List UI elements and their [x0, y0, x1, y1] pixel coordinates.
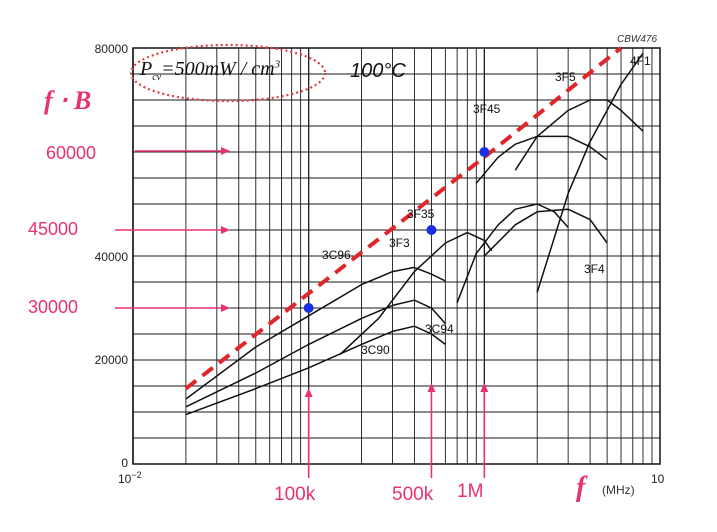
condition-temperature: 100°C — [350, 60, 406, 82]
series-curve-3f45 — [475, 135, 608, 184]
series-curve-3f35 — [456, 203, 569, 304]
series-label-3f35: 3F35 — [407, 207, 435, 221]
data-marker — [303, 303, 314, 313]
y-tick-label: 40000 — [94, 250, 128, 264]
arrow-head-y — [221, 304, 230, 312]
series-curve-4f1 — [536, 52, 644, 293]
x-axis-title: f — [576, 472, 586, 503]
plot-frame — [132, 47, 661, 465]
series-curve-3f4 — [483, 208, 608, 257]
envelope-line — [184, 46, 623, 391]
annotation-x-1m: 1M — [457, 481, 484, 502]
data-marker — [426, 225, 437, 235]
annotation-x-500k: 500k — [392, 484, 434, 505]
condition-prefix: P — [140, 58, 153, 80]
series-curve-3c96 — [185, 266, 446, 400]
arrow-head-x — [427, 383, 436, 392]
condition-equation: =500mW / cm — [161, 58, 275, 80]
series-curve-3f5 — [514, 99, 644, 171]
series-curve-3c90 — [185, 325, 446, 416]
condition-exponent: 3 — [274, 58, 281, 71]
y-tick-label: 80000 — [94, 42, 128, 56]
series-label-3f5: 3F5 — [555, 70, 576, 84]
y-tick-label: 20000 — [94, 353, 128, 367]
series-label-4f1: 4F1 — [630, 54, 651, 68]
envelope-dashed-line — [184, 46, 623, 391]
annotation-y-30000: 30000 — [28, 297, 79, 317]
arrow-head-x — [480, 383, 489, 392]
y-tick-label: 0 — [121, 456, 128, 470]
condition-subscript: cv — [152, 72, 162, 83]
x-tick-label-min: 10−2 — [118, 470, 142, 486]
series-curve-3f3 — [339, 231, 493, 356]
series-label-3f4: 3F4 — [584, 262, 605, 276]
series-curve-3c94 — [185, 299, 446, 408]
y-axis-title: f ⋅ B — [44, 86, 92, 115]
series-label-3c94: 3C94 — [425, 322, 454, 336]
x-tick-min-exp: −2 — [131, 470, 142, 480]
condition-ellipse — [129, 43, 327, 103]
data-marker — [479, 147, 490, 157]
arrow-head-y — [221, 226, 230, 234]
condition-formula: Pcv=500mW / cm3 — [140, 58, 280, 83]
grid — [132, 47, 661, 465]
x-tick-min-base: 10 — [118, 472, 132, 486]
arrow-head-x — [304, 388, 313, 397]
arrow-head-y — [221, 147, 230, 155]
annotation-x-100k: 100k — [274, 484, 316, 505]
series-curves — [185, 52, 644, 416]
y-tick-labels: 0 20000 40000 80000 — [40, 0, 128, 532]
series-label-3f45: 3F45 — [473, 102, 501, 116]
markers — [303, 147, 490, 313]
annotation-y-45000: 45000 — [28, 219, 79, 239]
chart-code: CBW476 — [617, 34, 658, 45]
x-tick-label-max: 10 — [651, 472, 665, 486]
annotation-y-60000: 60000 — [46, 143, 97, 163]
annotation-arrows — [115, 147, 489, 478]
series-label-3f3: 3F3 — [389, 236, 410, 250]
x-axis-unit: (MHz) — [602, 483, 635, 497]
series-label-3c90: 3C90 — [361, 343, 390, 357]
series-label-3c96: 3C96 — [322, 248, 351, 262]
